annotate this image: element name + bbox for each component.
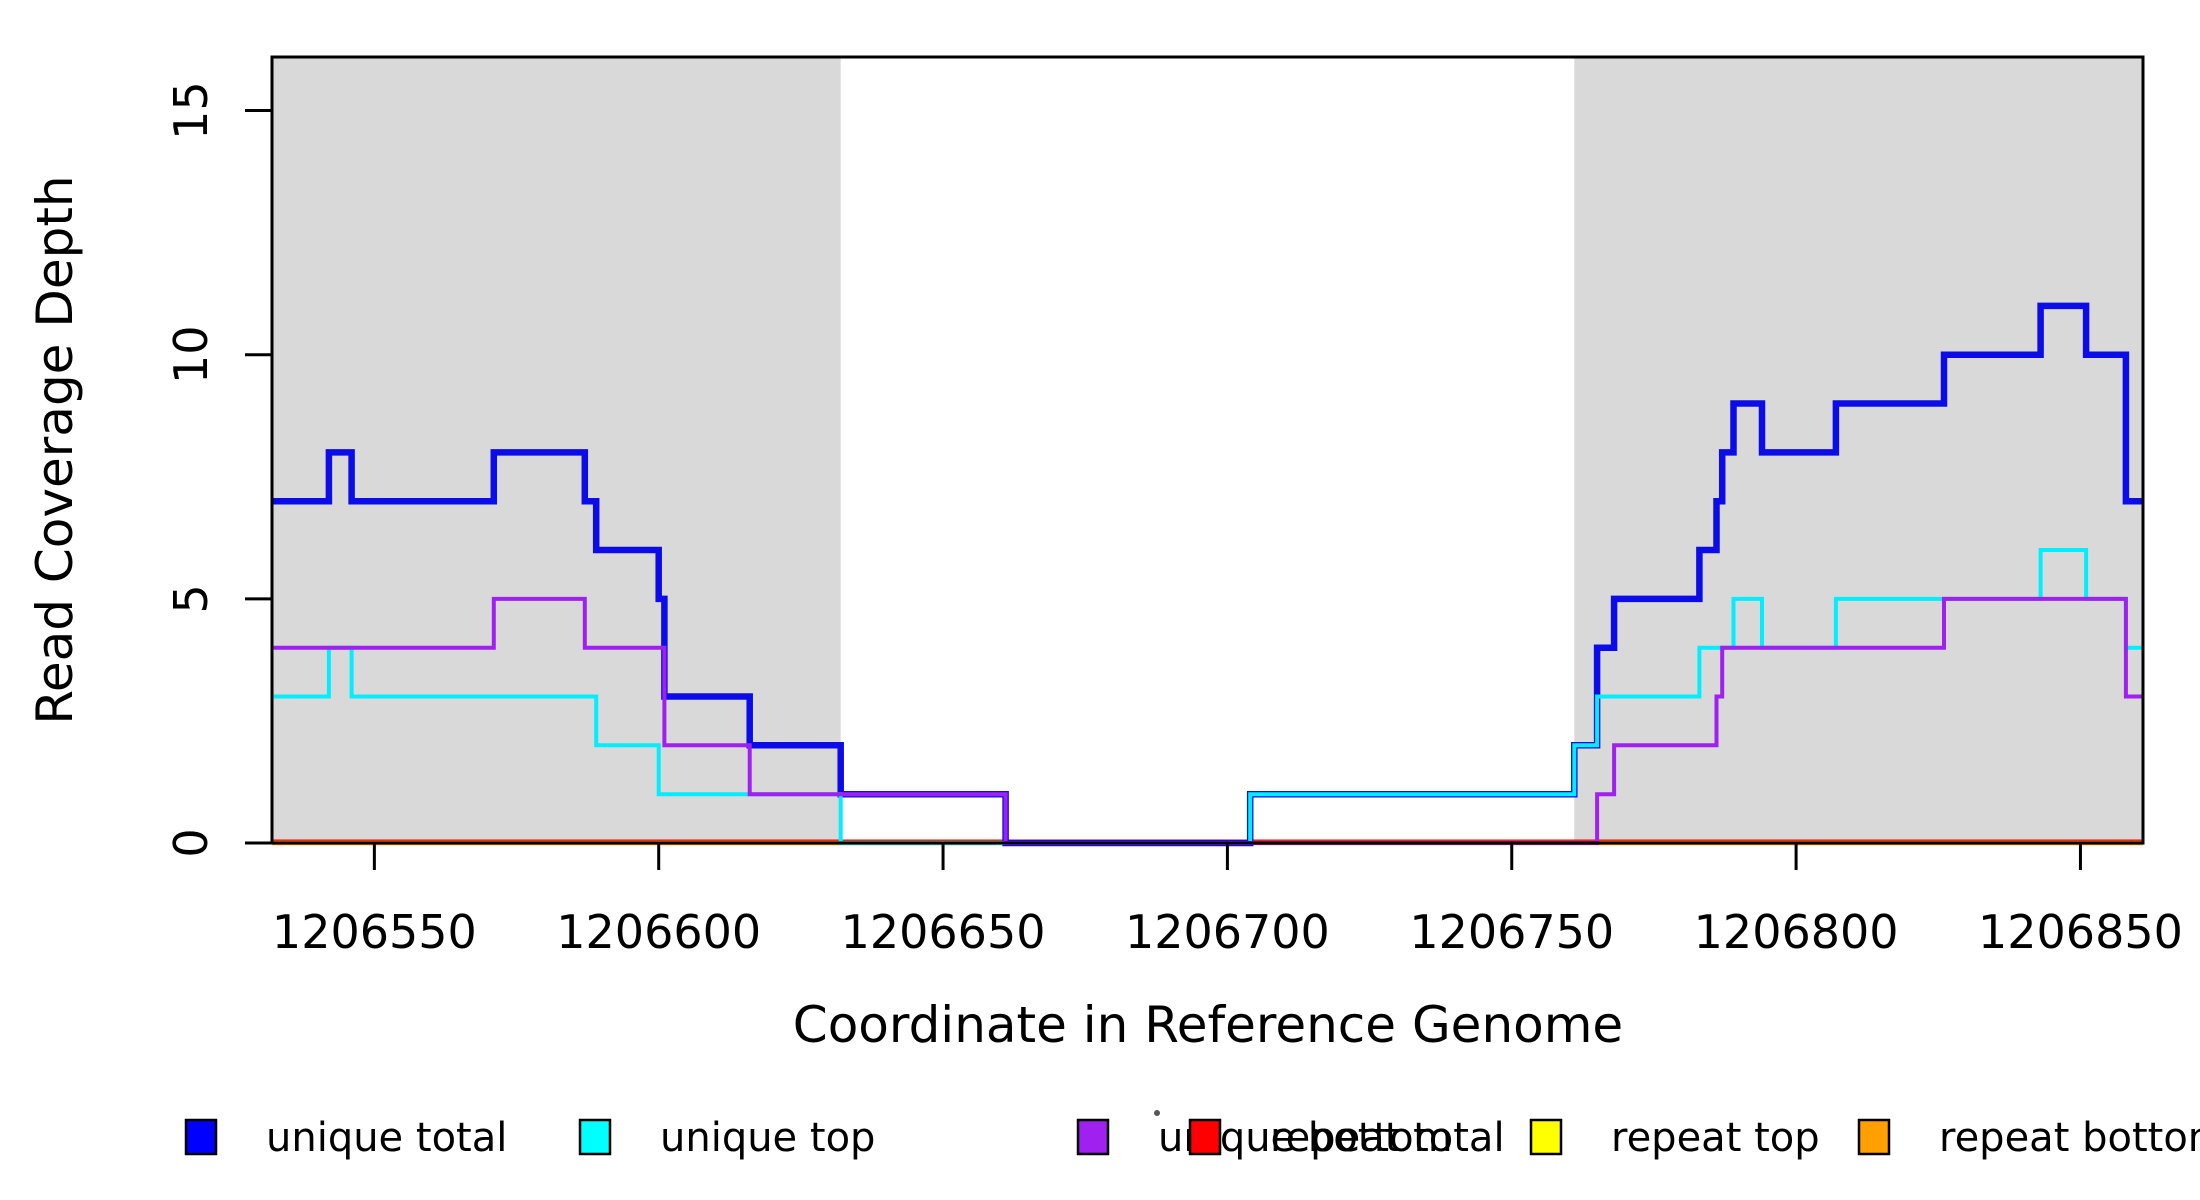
legend-item-label: repeat bottom bbox=[1939, 1115, 2200, 1161]
x-axis-title: Coordinate in Reference Genome bbox=[793, 996, 1623, 1054]
x-tick-label: 1206800 bbox=[1694, 905, 1899, 959]
legend-item-unique-total: unique total bbox=[184, 1115, 507, 1161]
legend-item-label: repeat total bbox=[1270, 1115, 1505, 1161]
legend-swatch-icon bbox=[1529, 1118, 1563, 1156]
stray-dot-mark bbox=[1154, 1110, 1160, 1116]
legend-item-label: unique top bbox=[660, 1115, 875, 1161]
series-line-unique-bottom bbox=[272, 596, 2143, 845]
right-gray-region bbox=[1574, 57, 2143, 843]
series-line-unique-top bbox=[272, 548, 2143, 845]
plot-border bbox=[270, 55, 2145, 845]
x-tick-label: 1206550 bbox=[272, 905, 477, 959]
legend-swatch-icon bbox=[1188, 1118, 1222, 1156]
y-axis: 0 5 10 15 bbox=[164, 81, 272, 858]
x-tick-label: 1206600 bbox=[556, 905, 761, 959]
y-axis-title: Read Coverage Depth bbox=[26, 175, 84, 724]
legend-swatch-icon bbox=[1857, 1118, 1891, 1156]
legend-swatch-icon bbox=[578, 1118, 612, 1156]
legend-item-repeat-top: repeat top bbox=[1529, 1115, 1820, 1161]
x-axis: 1206550 1206600 1206650 1206700 1206750 12068… bbox=[272, 843, 2183, 959]
y-tick-label: 15 bbox=[164, 81, 218, 140]
legend-swatch-icon bbox=[1076, 1118, 1110, 1156]
x-tick-label: 1206750 bbox=[1409, 905, 1614, 959]
x-tick-label: 1206850 bbox=[1978, 905, 2183, 959]
x-tick-label: 1206700 bbox=[1125, 905, 1330, 959]
legend-swatch-icon bbox=[184, 1118, 218, 1156]
legend-item-label: repeat top bbox=[1611, 1115, 1820, 1161]
y-tick-label: 0 bbox=[164, 828, 218, 857]
shaded-regions bbox=[272, 57, 2143, 843]
y-tick-label: 10 bbox=[164, 325, 218, 384]
legend-item-repeat-bottom: repeat bottom bbox=[1857, 1115, 2200, 1161]
plot-box bbox=[270, 55, 2145, 845]
x-tick-label: 1206650 bbox=[841, 905, 1046, 959]
legend: unique total unique top unique bottomrepea… bbox=[184, 1115, 2200, 1161]
legend-item-unique-top: unique top bbox=[578, 1115, 875, 1161]
y-tick-label: 5 bbox=[164, 584, 218, 613]
legend-item-label: unique total bbox=[266, 1115, 507, 1161]
legend-item-repeat-total: repeat total bbox=[1188, 1115, 1505, 1161]
